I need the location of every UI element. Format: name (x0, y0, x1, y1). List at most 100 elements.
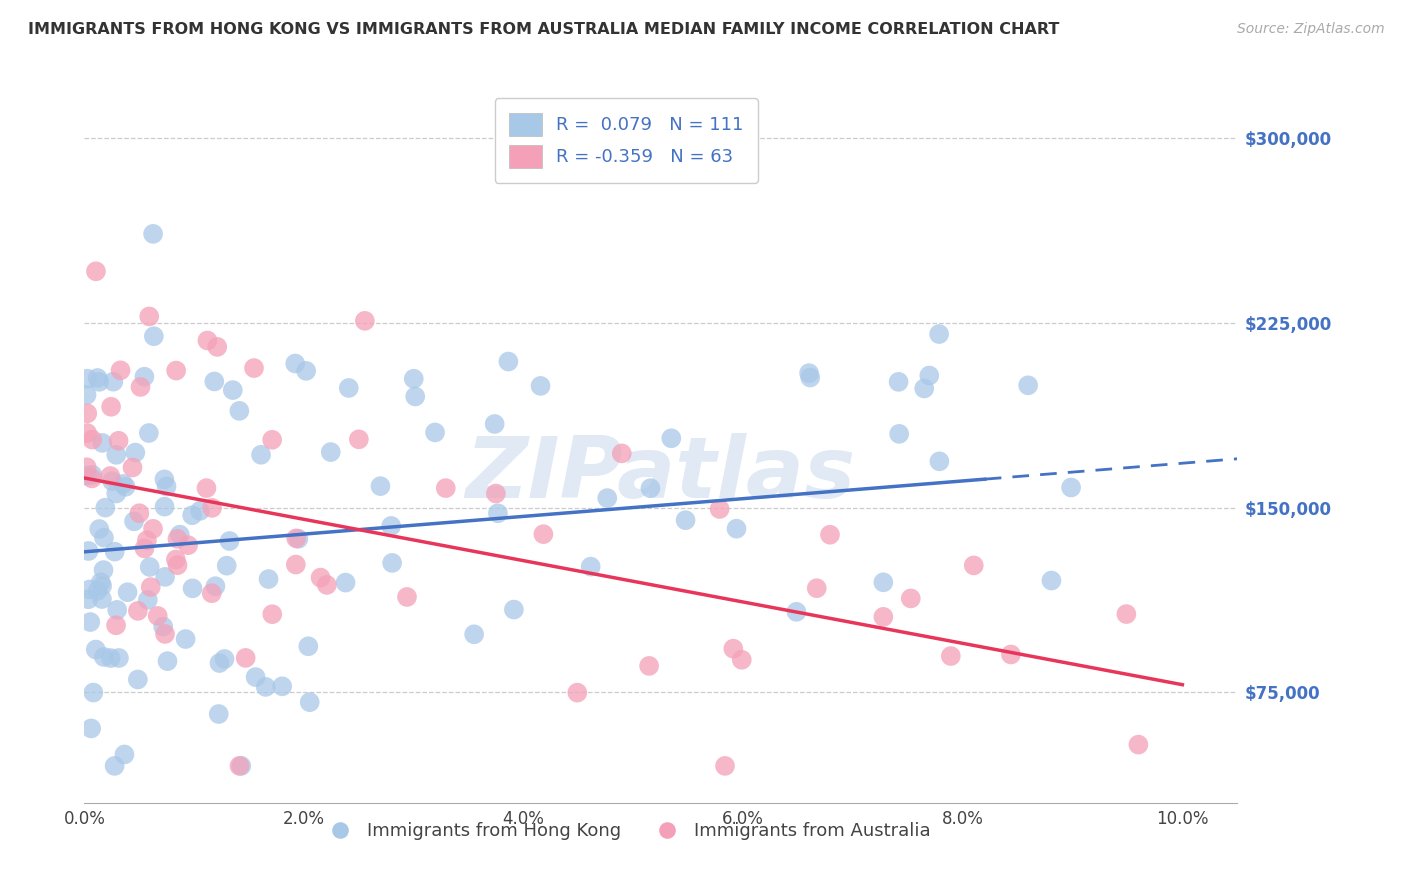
Point (101, 474, 124, 488)
Point (887, 375, 910, 389)
Point (104, 544, 127, 558)
Point (93, 531, 115, 545)
Point (889, 426, 911, 441)
Point (76, 406, 98, 420)
Point (105, 603, 128, 617)
Point (370, 479, 392, 493)
Point (135, 533, 157, 548)
Point (89, 375, 111, 389)
Point (463, 627, 485, 641)
Point (124, 445, 146, 459)
Point (928, 454, 950, 468)
Point (104, 759, 127, 773)
Point (567, 685, 589, 699)
Point (271, 679, 294, 693)
Point (243, 361, 266, 376)
Point (156, 654, 179, 668)
Point (531, 527, 554, 541)
Point (100, 400, 122, 414)
Point (79, 582, 101, 597)
Text: Source: ZipAtlas.com: Source: ZipAtlas.com (1237, 22, 1385, 37)
Point (287, 532, 309, 546)
Point (86, 583, 108, 598)
Point (181, 582, 204, 596)
Legend: Immigrants from Hong Kong, Immigrants from Australia: Immigrants from Hong Kong, Immigrants fr… (315, 815, 938, 847)
Point (195, 481, 218, 495)
Point (136, 593, 159, 607)
Point (76, 468, 98, 483)
Point (354, 314, 377, 328)
Point (197, 334, 219, 348)
Point (146, 608, 169, 623)
Point (498, 354, 520, 368)
Point (872, 610, 894, 624)
Point (215, 558, 238, 573)
Point (928, 327, 950, 342)
Point (918, 368, 941, 383)
Point (872, 575, 894, 590)
Point (121, 460, 143, 475)
Point (912, 381, 935, 395)
Point (284, 357, 307, 371)
Point (262, 433, 284, 447)
Point (818, 527, 841, 541)
Point (315, 578, 337, 592)
Point (596, 491, 619, 505)
Point (165, 363, 187, 377)
Point (142, 227, 165, 241)
Point (129, 380, 152, 394)
Text: ZIPatlas: ZIPatlas (465, 433, 856, 516)
Point (153, 627, 176, 641)
Point (127, 673, 149, 687)
Point (174, 632, 197, 646)
Point (579, 559, 602, 574)
Point (153, 472, 176, 486)
Point (659, 431, 682, 445)
Point (122, 514, 145, 528)
Point (529, 379, 551, 393)
Point (218, 534, 240, 549)
Point (110, 363, 132, 377)
Point (395, 590, 418, 604)
Point (114, 747, 136, 762)
Point (284, 558, 307, 572)
Point (1000, 648, 1022, 662)
Point (939, 648, 962, 663)
Point (208, 706, 231, 721)
Point (138, 310, 160, 324)
Point (82, 685, 104, 699)
Point (152, 619, 174, 633)
Point (785, 605, 807, 619)
Point (797, 366, 820, 380)
Point (89, 522, 111, 536)
Point (91, 592, 114, 607)
Point (80, 722, 103, 736)
Point (128, 506, 150, 520)
Point (139, 580, 162, 594)
Point (181, 508, 204, 523)
Point (105, 618, 128, 632)
Point (94, 500, 117, 515)
Point (402, 372, 425, 386)
Point (114, 480, 136, 494)
Point (723, 641, 745, 656)
Point (347, 433, 370, 447)
Point (640, 481, 662, 495)
Point (93, 649, 115, 664)
Point (250, 448, 273, 462)
Point (337, 381, 360, 395)
Point (309, 571, 332, 585)
Text: IMMIGRANTS FROM HONG KONG VS IMMIGRANTS FROM AUSTRALIA MEDIAN FAMILY INCOME CORR: IMMIGRANTS FROM HONG KONG VS IMMIGRANTS … (28, 22, 1060, 37)
Point (76, 460, 98, 475)
Point (963, 558, 986, 573)
Point (105, 448, 128, 462)
Point (155, 479, 177, 493)
Point (153, 500, 176, 514)
Point (188, 504, 211, 518)
Point (142, 329, 165, 343)
Point (117, 585, 139, 599)
Point (297, 640, 319, 654)
Point (731, 653, 754, 667)
Point (108, 651, 131, 665)
Point (262, 607, 284, 622)
